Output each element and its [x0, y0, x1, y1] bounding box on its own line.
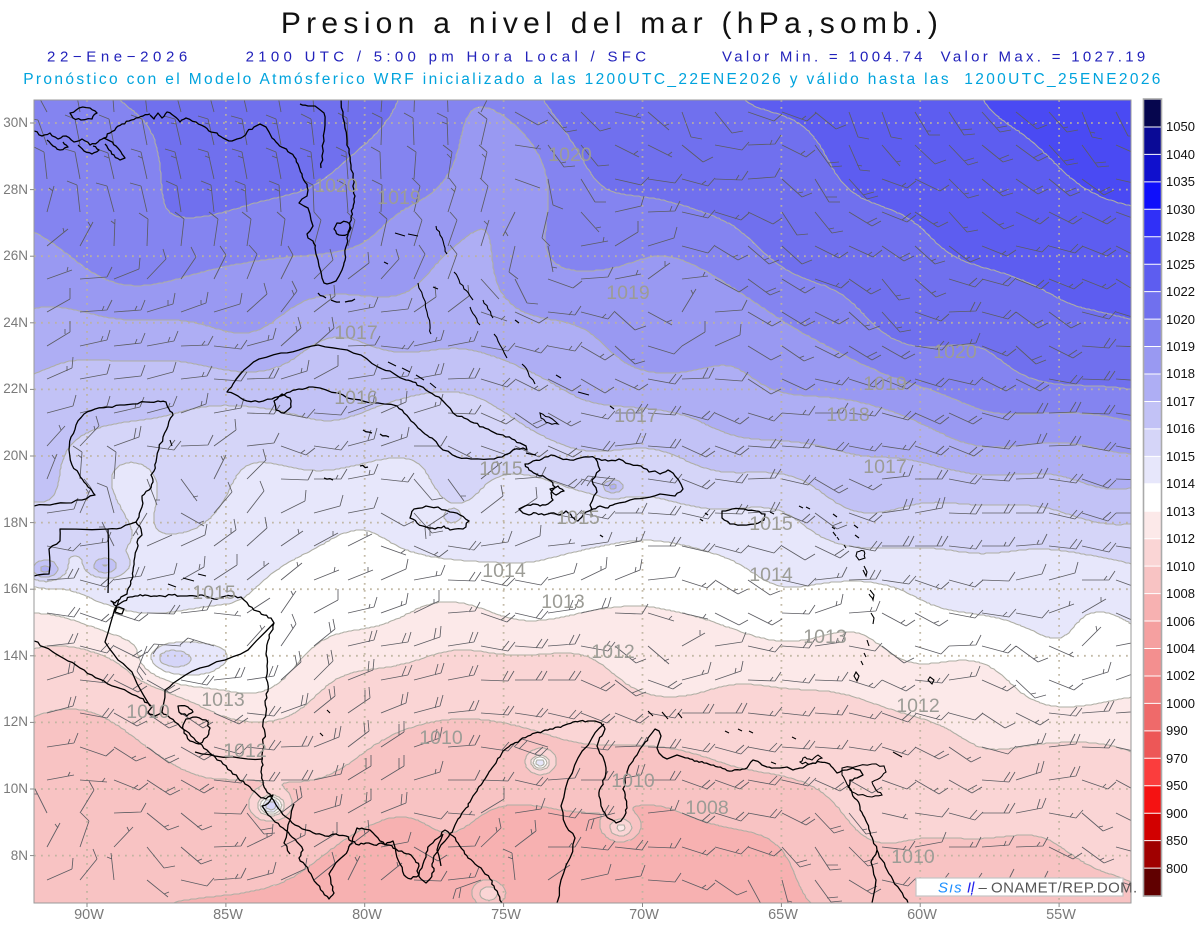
svg-text:1017: 1017: [334, 322, 377, 344]
svg-text:1010: 1010: [419, 727, 463, 749]
svg-text:65W: 65W: [768, 907, 798, 923]
svg-text:1016: 1016: [1166, 421, 1195, 436]
svg-text:22N: 22N: [3, 381, 28, 396]
svg-text:22−Ene−2026: 22−Ene−2026: [47, 49, 192, 66]
svg-text:1008: 1008: [685, 797, 728, 819]
svg-text:1013: 1013: [1166, 504, 1195, 519]
svg-text:85W: 85W: [213, 907, 243, 923]
svg-text:10N: 10N: [3, 781, 28, 796]
svg-text:60W: 60W: [907, 907, 937, 923]
svg-text:Presion a nivel del mar (hPa,s: Presion a nivel del mar (hPa,somb.): [281, 7, 943, 40]
svg-text:1030: 1030: [1166, 202, 1195, 217]
svg-text:1013: 1013: [541, 591, 584, 613]
svg-text:55W: 55W: [1046, 907, 1076, 923]
svg-text:1002: 1002: [1166, 668, 1195, 683]
svg-text:1018: 1018: [1166, 366, 1195, 381]
svg-text:1006: 1006: [1166, 614, 1195, 629]
svg-text:1015: 1015: [556, 507, 600, 529]
svg-text:30N: 30N: [3, 115, 28, 130]
svg-text:1012: 1012: [896, 695, 939, 717]
svg-text:800: 800: [1166, 861, 1188, 876]
svg-text:1013: 1013: [201, 689, 244, 711]
svg-text:1016: 1016: [334, 387, 377, 409]
svg-text:1020: 1020: [314, 175, 358, 197]
svg-text:990: 990: [1166, 723, 1188, 738]
svg-text:1019: 1019: [377, 187, 420, 209]
svg-text:1020: 1020: [1166, 312, 1195, 327]
svg-text:20N: 20N: [3, 448, 28, 463]
svg-text:1028: 1028: [1166, 229, 1195, 244]
svg-text:970: 970: [1166, 751, 1188, 766]
svg-text:1020: 1020: [933, 341, 977, 363]
svg-text:1004: 1004: [1166, 641, 1195, 656]
svg-text:1020: 1020: [548, 144, 592, 166]
svg-text:14N: 14N: [3, 648, 28, 663]
svg-text:1013: 1013: [803, 626, 846, 648]
svg-text:1022: 1022: [1166, 284, 1195, 299]
svg-text:1014: 1014: [482, 560, 526, 582]
svg-text:1012: 1012: [1166, 531, 1195, 546]
svg-text:1040: 1040: [1166, 147, 1195, 162]
svg-text:1015: 1015: [749, 513, 793, 535]
svg-text:1015: 1015: [1166, 449, 1195, 464]
svg-text:1000: 1000: [1166, 696, 1195, 711]
svg-text:1014: 1014: [1166, 476, 1195, 491]
svg-text:1019: 1019: [606, 282, 649, 304]
svg-text:1017: 1017: [614, 405, 657, 427]
svg-text:1017: 1017: [1166, 394, 1195, 409]
svg-text:1008: 1008: [1166, 586, 1195, 601]
svg-text:1019: 1019: [1166, 339, 1195, 354]
svg-text:1014: 1014: [749, 564, 793, 586]
svg-text:900: 900: [1166, 806, 1188, 821]
svg-text:70W: 70W: [629, 907, 659, 923]
svg-text:950: 950: [1166, 778, 1188, 793]
svg-text:24N: 24N: [3, 315, 28, 330]
svg-text:1010: 1010: [891, 846, 935, 868]
svg-text:1018: 1018: [826, 404, 869, 426]
svg-text:1012: 1012: [591, 641, 634, 663]
svg-text:1035: 1035: [1166, 174, 1195, 189]
svg-text:28N: 28N: [3, 182, 28, 197]
svg-text:2100 UTC / 5:00 pm Hora Local: 2100 UTC / 5:00 pm Hora Local / SFC: [246, 49, 651, 66]
svg-text:1010: 1010: [126, 701, 170, 723]
svg-text:1012: 1012: [223, 740, 266, 762]
svg-text:12N: 12N: [3, 714, 28, 729]
svg-text:26N: 26N: [3, 248, 28, 263]
svg-text:80W: 80W: [352, 907, 382, 923]
svg-text:Valor Min. = 1004.74 Valor Ma: Valor Min. = 1004.74 Valor Max. = 1027.1…: [722, 49, 1149, 66]
svg-text:75W: 75W: [491, 907, 521, 923]
svg-text:Sıs Iļ – ONAMET/REP.DOM.: Sıs Iļ – ONAMET/REP.DOM.: [938, 880, 1138, 897]
svg-text:1025: 1025: [1166, 257, 1195, 272]
svg-text:1015: 1015: [479, 458, 523, 480]
svg-text:16N: 16N: [3, 581, 28, 596]
svg-text:1010: 1010: [1166, 559, 1195, 574]
svg-text:1010: 1010: [611, 770, 655, 792]
svg-text:18N: 18N: [3, 515, 28, 530]
svg-text:Pronóstico con el Modelo Atmós: Pronóstico con el Modelo Atmósferico WRF…: [23, 71, 1163, 88]
svg-text:90W: 90W: [74, 907, 104, 923]
svg-text:1017: 1017: [863, 456, 906, 478]
svg-text:1015: 1015: [192, 582, 236, 604]
svg-text:1019: 1019: [863, 373, 906, 395]
svg-text:1050: 1050: [1166, 119, 1195, 134]
svg-text:8N: 8N: [11, 848, 28, 863]
svg-text:850: 850: [1166, 833, 1188, 848]
